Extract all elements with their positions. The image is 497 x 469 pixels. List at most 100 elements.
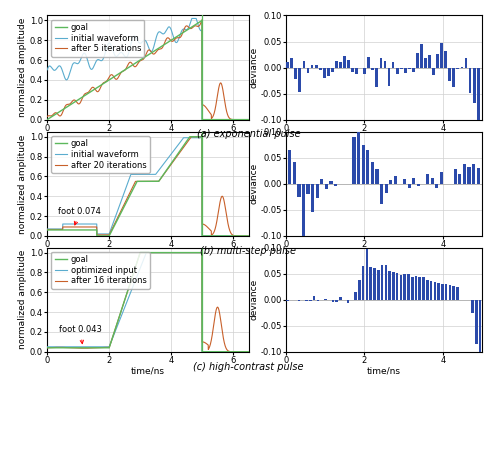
Bar (320, 179, 324, 184)
Bar (317, 300, 319, 301)
Bar (311, 65, 314, 68)
Bar (467, 167, 471, 184)
Bar (418, 277, 421, 300)
Bar (436, 54, 439, 68)
Bar (408, 184, 411, 188)
Bar (330, 181, 332, 184)
Bar (465, 58, 467, 68)
Bar (414, 276, 417, 300)
Bar (290, 58, 293, 68)
Bar (375, 169, 379, 184)
Y-axis label: normalized amplitude: normalized amplitude (18, 134, 27, 234)
Bar (444, 51, 447, 68)
Bar (422, 277, 425, 300)
Bar (388, 68, 391, 86)
Bar (473, 68, 476, 103)
Text: (a) exponential pulse: (a) exponential pulse (197, 129, 300, 139)
Bar (339, 297, 342, 300)
Bar (366, 249, 368, 300)
Bar (302, 184, 305, 239)
Bar (294, 68, 297, 79)
Bar (367, 57, 370, 68)
Bar (396, 273, 399, 300)
Bar (343, 56, 346, 68)
Bar (347, 300, 349, 303)
Bar (445, 284, 447, 300)
Bar (426, 280, 428, 300)
Y-axis label: normalized amplitude: normalized amplitude (18, 18, 27, 117)
Bar (456, 287, 459, 300)
X-axis label: time/ns: time/ns (131, 366, 165, 375)
Bar (389, 180, 393, 184)
Bar (384, 61, 386, 68)
Bar (362, 145, 365, 184)
Legend: goal, initial waveform, after 20 iterations: goal, initial waveform, after 20 iterati… (51, 136, 150, 173)
Bar (363, 68, 366, 74)
Bar (400, 275, 402, 300)
Legend: goal, optimized input, after 16 iterations: goal, optimized input, after 16 iteratio… (51, 252, 150, 289)
Bar (309, 300, 312, 301)
Bar (377, 270, 380, 300)
Text: foot 0.043: foot 0.043 (59, 325, 102, 344)
Bar (404, 68, 407, 73)
Bar (355, 68, 358, 74)
Bar (417, 184, 420, 187)
Bar (426, 174, 429, 184)
Bar (441, 284, 444, 300)
Bar (343, 300, 345, 301)
Bar (327, 68, 330, 76)
Bar (437, 283, 440, 300)
Bar (334, 184, 337, 187)
Bar (403, 179, 406, 184)
Bar (331, 68, 333, 72)
Bar (477, 168, 480, 184)
Bar (352, 137, 356, 184)
Y-axis label: normalized amplitude: normalized amplitude (18, 250, 27, 349)
Bar (388, 272, 391, 300)
Bar (335, 61, 338, 68)
Bar (412, 178, 415, 184)
Bar (440, 43, 443, 68)
Bar (428, 54, 431, 68)
Bar (452, 68, 455, 87)
Bar (449, 285, 451, 300)
Bar (396, 68, 399, 74)
Bar (297, 184, 301, 197)
Bar (475, 300, 478, 344)
Bar (286, 62, 289, 68)
Bar (452, 286, 455, 300)
Bar (362, 266, 364, 300)
Bar (303, 61, 305, 68)
Bar (407, 274, 410, 300)
Text: (b) multi-step pulse: (b) multi-step pulse (200, 246, 297, 256)
Bar (380, 58, 382, 68)
Bar (458, 174, 461, 184)
Bar (293, 162, 296, 184)
Bar (432, 68, 435, 76)
X-axis label: time/ns: time/ns (131, 250, 165, 259)
Bar (380, 184, 383, 204)
Bar (469, 68, 472, 92)
Bar (347, 60, 350, 68)
Bar (424, 58, 427, 68)
Bar (315, 65, 318, 68)
Bar (319, 68, 322, 70)
Bar (339, 62, 342, 68)
Bar (307, 68, 310, 73)
Bar (369, 267, 372, 300)
Bar (299, 68, 301, 92)
Bar (430, 178, 434, 184)
Bar (385, 184, 388, 193)
X-axis label: time/ns: time/ns (131, 134, 165, 143)
Bar (298, 300, 300, 302)
Bar (411, 277, 414, 300)
Bar (366, 150, 369, 184)
Bar (354, 292, 357, 300)
X-axis label: time/ns: time/ns (367, 134, 401, 143)
Bar (420, 44, 423, 68)
Bar (392, 62, 395, 68)
Bar (412, 68, 415, 72)
Bar (381, 265, 383, 300)
Bar (311, 184, 314, 212)
Text: foot 0.074: foot 0.074 (58, 207, 101, 225)
